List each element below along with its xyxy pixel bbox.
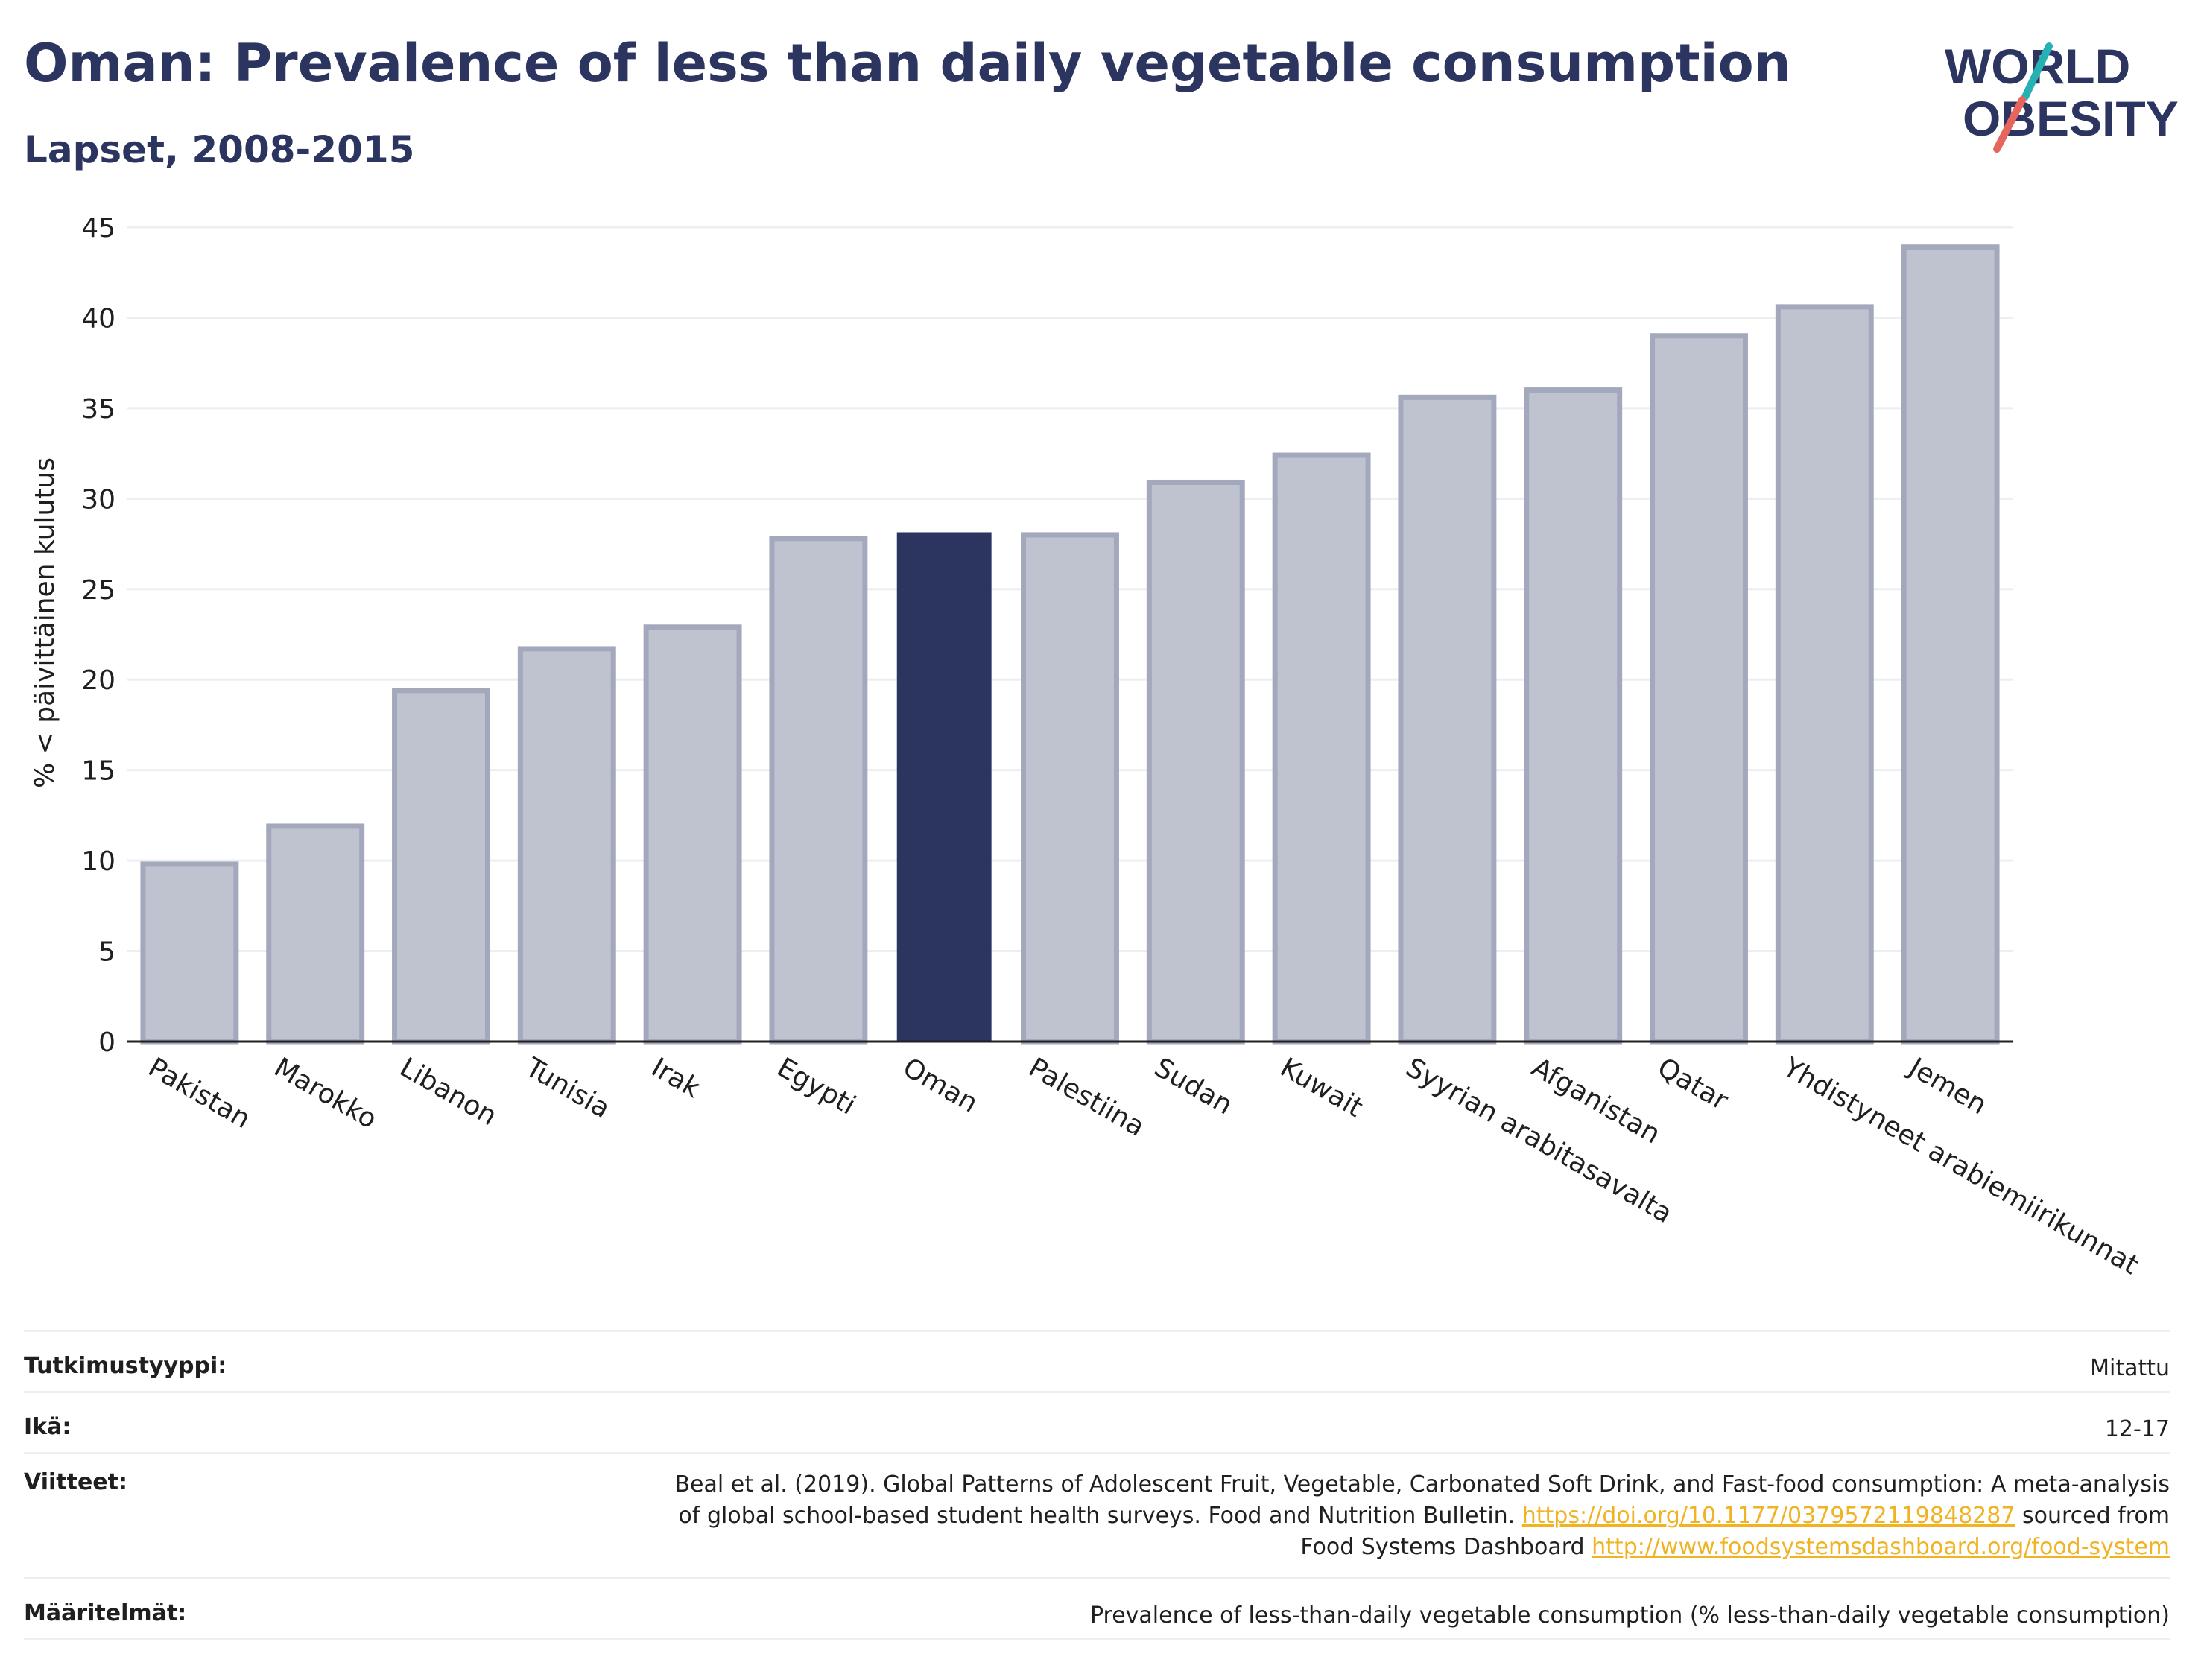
x-tick-label: Kuwait (1275, 1052, 1368, 1123)
x-axis-labels: Pakistan Marokko Libanon Tunisia Irak Egypti O… (143, 1051, 2144, 1281)
x-tick-label: Jemen (1902, 1051, 1992, 1120)
references-text2: of global school-based student health su… (678, 1503, 1516, 1529)
y-tick-label: 5 (98, 937, 115, 968)
bar-syyrian-arabitasavalta (1398, 394, 1497, 1045)
x-tick-label: Palestiina (1024, 1052, 1150, 1143)
x-tick-label: Pakistan (143, 1052, 256, 1135)
y-tick-label: 20 (81, 665, 115, 696)
x-tick-label: Marokko (269, 1052, 382, 1135)
bar-jemen (1901, 244, 2000, 1045)
y-axis-label: % < päivittäinen kulutus (30, 457, 60, 788)
bar-tunisia (517, 646, 616, 1045)
y-tick-label: 35 (81, 394, 115, 425)
y-tick-label: 25 (81, 575, 115, 606)
bar-libanon (392, 688, 490, 1045)
x-tick-label: Libanon (395, 1052, 502, 1132)
y-tick-label: 10 (81, 846, 115, 877)
info-row-references: Viitteet: Beal et al. (2019). Global Pat… (24, 1452, 2170, 1577)
x-tick-label: Qatar (1653, 1052, 1733, 1116)
logo-line2: OBESITY (1963, 91, 2179, 146)
bar-sudan (1146, 479, 1245, 1045)
x-tick-label: Sudan (1149, 1052, 1238, 1120)
study-type-label: Tutkimustyyppi: (24, 1353, 227, 1379)
chart-subtitle: Lapset, 2008-2015 (24, 128, 415, 171)
bar-pakistan (140, 861, 239, 1045)
y-axis-ticks: 0 5 10 15 20 25 30 35 40 45 (81, 213, 115, 1058)
x-tick-label: Tunisia (519, 1052, 615, 1124)
x-tick-label: Egypti (772, 1052, 861, 1120)
bar-afganistan (1524, 387, 1623, 1045)
chart-title: Oman: Prevalence of less than daily vege… (24, 33, 1791, 94)
references-text4: Food Systems Dashboard (1300, 1534, 1585, 1560)
info-row-age: Ikä: 12-17 (24, 1391, 2170, 1452)
doi-link[interactable]: https://doi.org/10.1177/0379572119848287 (1521, 1503, 2015, 1529)
age-value: 12-17 (2104, 1416, 2170, 1442)
food-systems-link[interactable]: http://www.foodsystemsdashboard.org/food… (1592, 1534, 2170, 1560)
age-label: Ikä: (24, 1414, 72, 1440)
x-tick-label: Oman (898, 1052, 983, 1119)
bar-kuwait (1272, 452, 1371, 1045)
info-table: Tutkimustyyppi: Mitattu Ikä: 12-17 Viitt… (24, 1330, 2170, 1640)
study-type-value: Mitattu (2090, 1355, 2170, 1381)
bars (140, 244, 2000, 1045)
bar-palestiina (1021, 532, 1119, 1045)
bar-egypti (769, 536, 868, 1045)
references-value: Beal et al. (2019). Global Patterns of A… (674, 1469, 2170, 1577)
definitions-value: Prevalence of less-than-daily vegetable … (1089, 1603, 2170, 1629)
bar-irak (643, 624, 742, 1045)
y-tick-label: 15 (81, 756, 115, 787)
references-text1: Beal et al. (2019). Global Patterns of A… (674, 1471, 2170, 1497)
x-tick-label: Irak (646, 1052, 706, 1104)
references-label: Viitteet: (24, 1469, 127, 1495)
bar-chart: 0 5 10 15 20 25 30 35 40 45 Pakistan Marokko Libano… (30, 213, 2144, 1281)
y-tick-label: 45 (81, 213, 115, 244)
bar-marokko (266, 823, 365, 1045)
bar-oman (896, 532, 992, 1042)
definitions-label: Määritelmät: (24, 1600, 187, 1626)
y-tick-label: 40 (81, 303, 115, 334)
bar-qatar (1650, 333, 1748, 1045)
references-text3: sourced from (2021, 1503, 2170, 1529)
bar-yhdistyneet-arabiemiirikunnat (1775, 304, 1874, 1045)
world-obesity-logo: WORLD OBESITY (1945, 39, 2179, 153)
info-row-study-type: Tutkimustyyppi: Mitattu (24, 1330, 2170, 1391)
y-tick-label: 0 (98, 1027, 115, 1058)
info-row-definitions: Määritelmät: Prevalence of less-than-dai… (24, 1577, 2170, 1640)
y-tick-label: 30 (81, 484, 115, 515)
